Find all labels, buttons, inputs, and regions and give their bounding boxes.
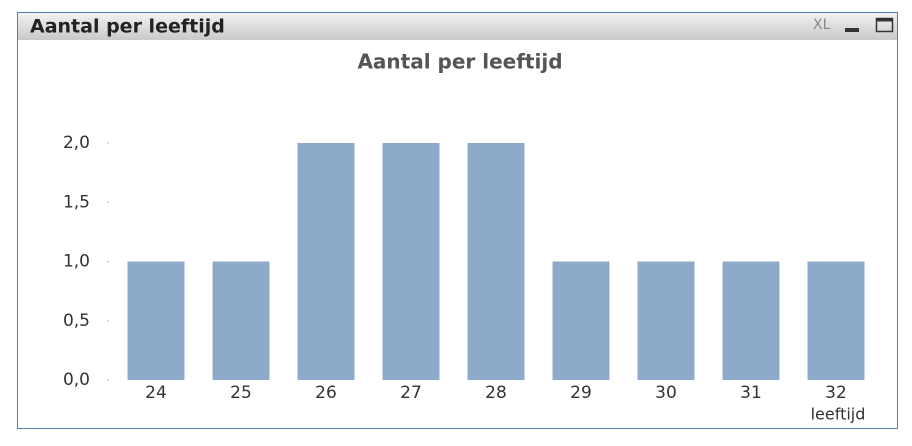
bar xyxy=(127,261,185,380)
y-tick-label: 1,0 xyxy=(63,252,90,272)
x-tick-label: 27 xyxy=(400,383,422,403)
bar xyxy=(637,261,695,380)
xl-button[interactable]: XL xyxy=(813,17,831,33)
bar xyxy=(297,143,355,380)
title-bar xyxy=(18,13,897,40)
bar xyxy=(552,261,610,380)
x-tick-label: 32 xyxy=(825,383,847,403)
bar xyxy=(382,143,440,380)
window-title: Aantal per leeftijd xyxy=(30,16,225,38)
bar xyxy=(467,143,525,380)
x-tick-label: 24 xyxy=(145,383,167,403)
minimize-button[interactable] xyxy=(845,28,859,32)
chart-title: Aantal per leeftijd xyxy=(357,50,562,74)
x-tick-label: 30 xyxy=(655,383,677,403)
maximize-icon-bar xyxy=(876,18,893,22)
x-axis-title: leeftijd xyxy=(811,405,866,424)
x-tick-label: 28 xyxy=(485,383,507,403)
bar xyxy=(722,261,780,380)
bar xyxy=(807,261,865,380)
y-tick-label: 0,0 xyxy=(63,370,90,390)
x-tick-label: 29 xyxy=(570,383,592,403)
x-tick-label: 26 xyxy=(315,383,337,403)
x-tick-label: 31 xyxy=(740,383,762,403)
x-tick-label: 25 xyxy=(230,383,252,403)
y-tick-label: 1,5 xyxy=(63,192,90,212)
y-tick-label: 2,0 xyxy=(63,133,90,153)
y-tick-label: 0,5 xyxy=(63,311,90,331)
bar xyxy=(212,261,270,380)
